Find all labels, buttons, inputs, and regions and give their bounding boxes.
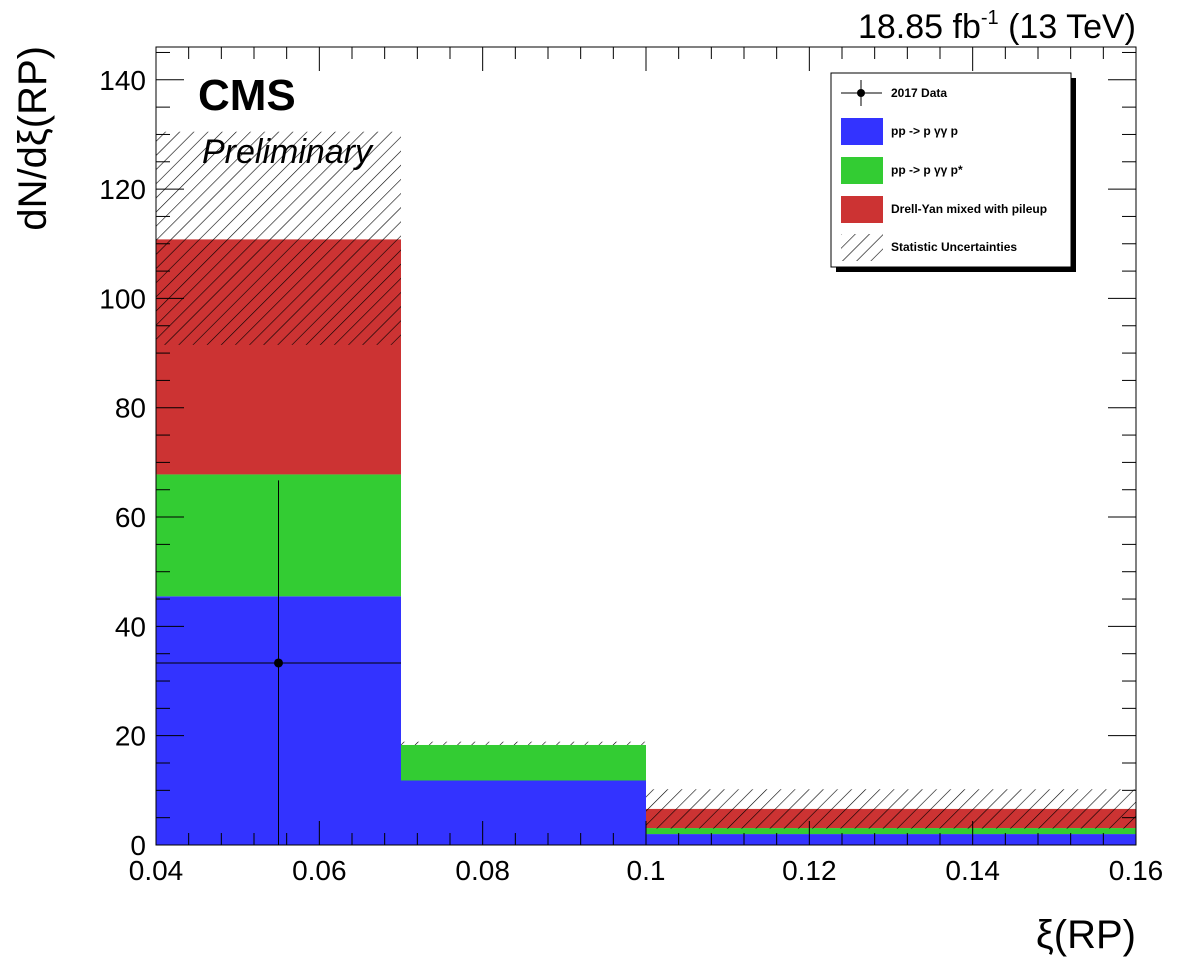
y-tick-label: 40 bbox=[115, 611, 146, 642]
y-tick-label: 20 bbox=[115, 721, 146, 752]
y-tick-label: 60 bbox=[115, 502, 146, 533]
preliminary-label: Preliminary bbox=[202, 133, 374, 171]
bar-series-1-bin-1 bbox=[401, 744, 646, 781]
legend-label: Drell-Yan mixed with pileup bbox=[891, 202, 1047, 216]
lumi-label: 18.85 fb-1 (13 TeV) bbox=[858, 7, 1136, 46]
y-tick-label: 100 bbox=[99, 283, 146, 314]
legend-swatch bbox=[841, 118, 883, 145]
y-axis-title: dN/dξ(RP) bbox=[11, 46, 55, 231]
uncertainty-band-bin-1 bbox=[401, 741, 646, 745]
legend-swatch-hatch bbox=[841, 234, 883, 261]
uncertainty-band-bin-0 bbox=[156, 131, 401, 345]
legend-label: pp -> p γγ p bbox=[891, 124, 958, 138]
y-tick-label: 80 bbox=[115, 393, 146, 424]
data-point bbox=[274, 658, 283, 668]
x-tick-label: 0.12 bbox=[782, 855, 837, 886]
uncertainty-band-bin-2 bbox=[646, 789, 1136, 829]
legend-swatch bbox=[841, 157, 883, 184]
x-tick-label: 0.08 bbox=[455, 855, 510, 886]
legend-label: 2017 Data bbox=[891, 86, 947, 100]
x-tick-label: 0.04 bbox=[129, 855, 184, 886]
bar-series-0-bin-2 bbox=[646, 834, 1136, 845]
legend-swatch bbox=[841, 196, 883, 223]
bar-series-1-bin-2 bbox=[646, 828, 1136, 835]
bar-series-0-bin-1 bbox=[401, 780, 646, 845]
legend-entries: 2017 Data pp -> p γγ p pp -> p γγ p* Drell-… bbox=[841, 80, 1047, 261]
x-tick-label: 0.06 bbox=[292, 855, 347, 886]
x-tick-label: 0.1 bbox=[627, 855, 666, 886]
y-tick-label: 120 bbox=[99, 174, 146, 205]
legend-marker bbox=[857, 89, 865, 97]
x-axis-title: ξ(RP) bbox=[1036, 913, 1136, 957]
y-tick-label: 0 bbox=[130, 830, 146, 861]
uncertainty-layer bbox=[156, 131, 1136, 829]
cms-label: CMS bbox=[198, 71, 296, 120]
ticks-layer: 0.04 0.06 0.08 0.1 0.12 0.14 0.16 0 20 40 60 80 100 1… bbox=[99, 47, 1163, 886]
x-tick-label: 0.16 bbox=[1109, 855, 1164, 886]
legend-label: Statistic Uncertainties bbox=[891, 240, 1017, 254]
legend-label: pp -> p γγ p* bbox=[891, 163, 963, 177]
y-tick-label: 140 bbox=[99, 65, 146, 96]
x-tick-label: 0.14 bbox=[945, 855, 1000, 886]
data-points-layer bbox=[156, 480, 401, 845]
legend: 2017 Data pp -> p γγ p pp -> p γγ p* Drell-… bbox=[830, 72, 1076, 272]
